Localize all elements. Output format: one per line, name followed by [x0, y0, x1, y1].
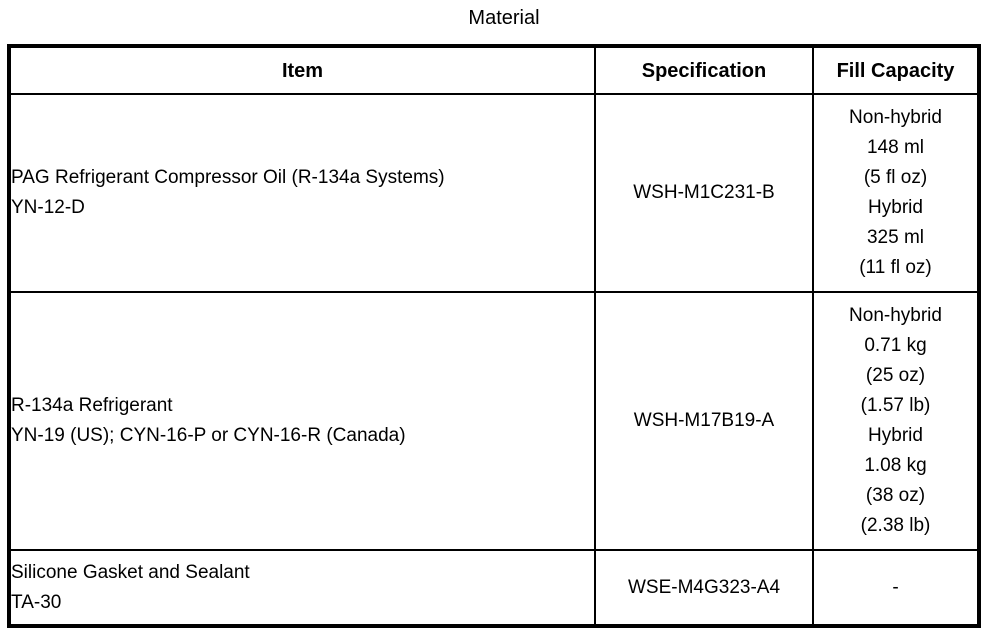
column-header-item: Item	[8, 45, 596, 95]
page-title: Material	[468, 7, 540, 29]
column-header-fill-capacity: Fill Capacity	[812, 45, 980, 95]
table-header-row: Item Specification Fill Capacity	[8, 45, 980, 95]
material-table: Item Specification Fill Capacity PAG Ref…	[7, 44, 981, 628]
item-cell: R-134a Refrigerant YN-19 (US); CYN-16-P …	[8, 291, 596, 551]
item-cell: PAG Refrigerant Compressor Oil (R-134a S…	[8, 93, 596, 293]
specification-cell: WSE-M4G323-A4	[594, 549, 814, 627]
table-row: R-134a Refrigerant YN-19 (US); CYN-16-P …	[8, 291, 980, 551]
fill-capacity-cell: Non-hybrid 0.71 kg (25 oz) (1.57 lb) Hyb…	[812, 291, 980, 551]
fill-capacity-cell: -	[812, 549, 980, 627]
table-row: Silicone Gasket and Sealant TA-30 WSE-M4…	[8, 549, 980, 627]
item-cell: Silicone Gasket and Sealant TA-30	[8, 549, 596, 627]
table-row: PAG Refrigerant Compressor Oil (R-134a S…	[8, 93, 980, 293]
specification-cell: WSH-M1C231-B	[594, 93, 814, 293]
specification-cell: WSH-M17B19-A	[594, 291, 814, 551]
column-header-specification: Specification	[594, 45, 814, 95]
fill-capacity-cell: Non-hybrid 148 ml (5 fl oz) Hybrid 325 m…	[812, 93, 980, 293]
